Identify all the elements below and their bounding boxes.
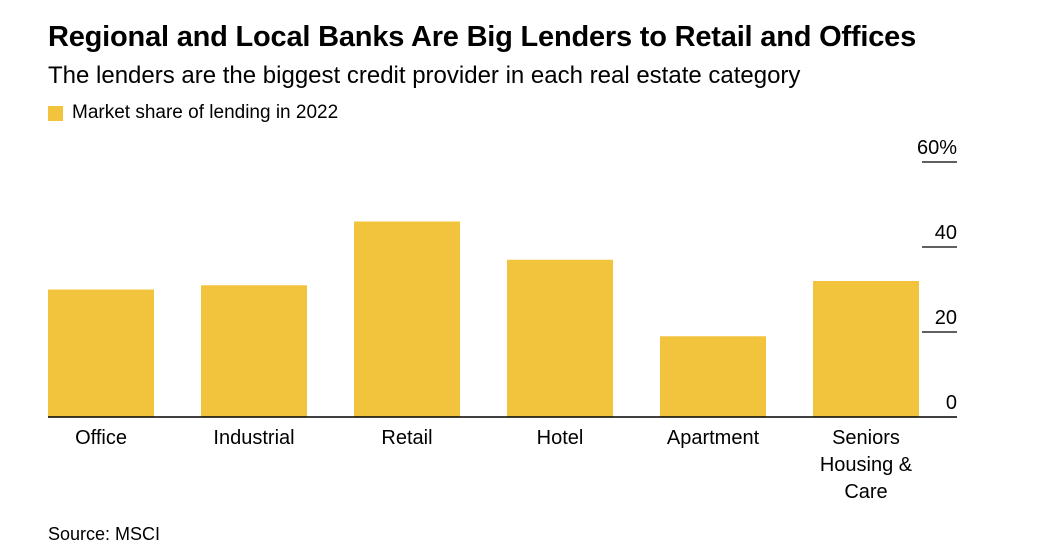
legend: Market share of lending in 2022: [48, 102, 338, 124]
bar-chart: 0 20 40 60% Office Industrial Retail Hotel Apart…: [48, 137, 957, 503]
category-label: Retail: [381, 427, 432, 449]
bar-apartment: [660, 336, 766, 417]
bar-retail: [354, 221, 460, 417]
bar-seniors-housing-care: [813, 281, 919, 417]
category-label: Industrial: [213, 427, 294, 449]
y-tick-label: 0: [946, 392, 957, 414]
chart-title: Regional and Local Banks Are Big Lenders…: [48, 21, 916, 53]
bar-industrial: [201, 285, 307, 417]
legend-swatch: [48, 105, 63, 121]
category-label: Office: [75, 427, 127, 449]
legend-label: Market share of lending in 2022: [72, 102, 339, 123]
y-tick-label: 40: [935, 222, 957, 244]
source-note: Source: MSCI: [48, 524, 161, 544]
bar-hotel: [507, 259, 613, 417]
chart-subtitle: The lenders are the biggest credit provi…: [48, 62, 801, 89]
y-tick-label: 20: [935, 307, 957, 329]
category-label: Hotel: [537, 427, 584, 449]
bar-office: [48, 289, 154, 417]
category-label: Apartment: [667, 427, 760, 449]
category-label: Seniors Housing & Care: [820, 427, 913, 503]
y-tick-label: 60%: [917, 137, 957, 159]
